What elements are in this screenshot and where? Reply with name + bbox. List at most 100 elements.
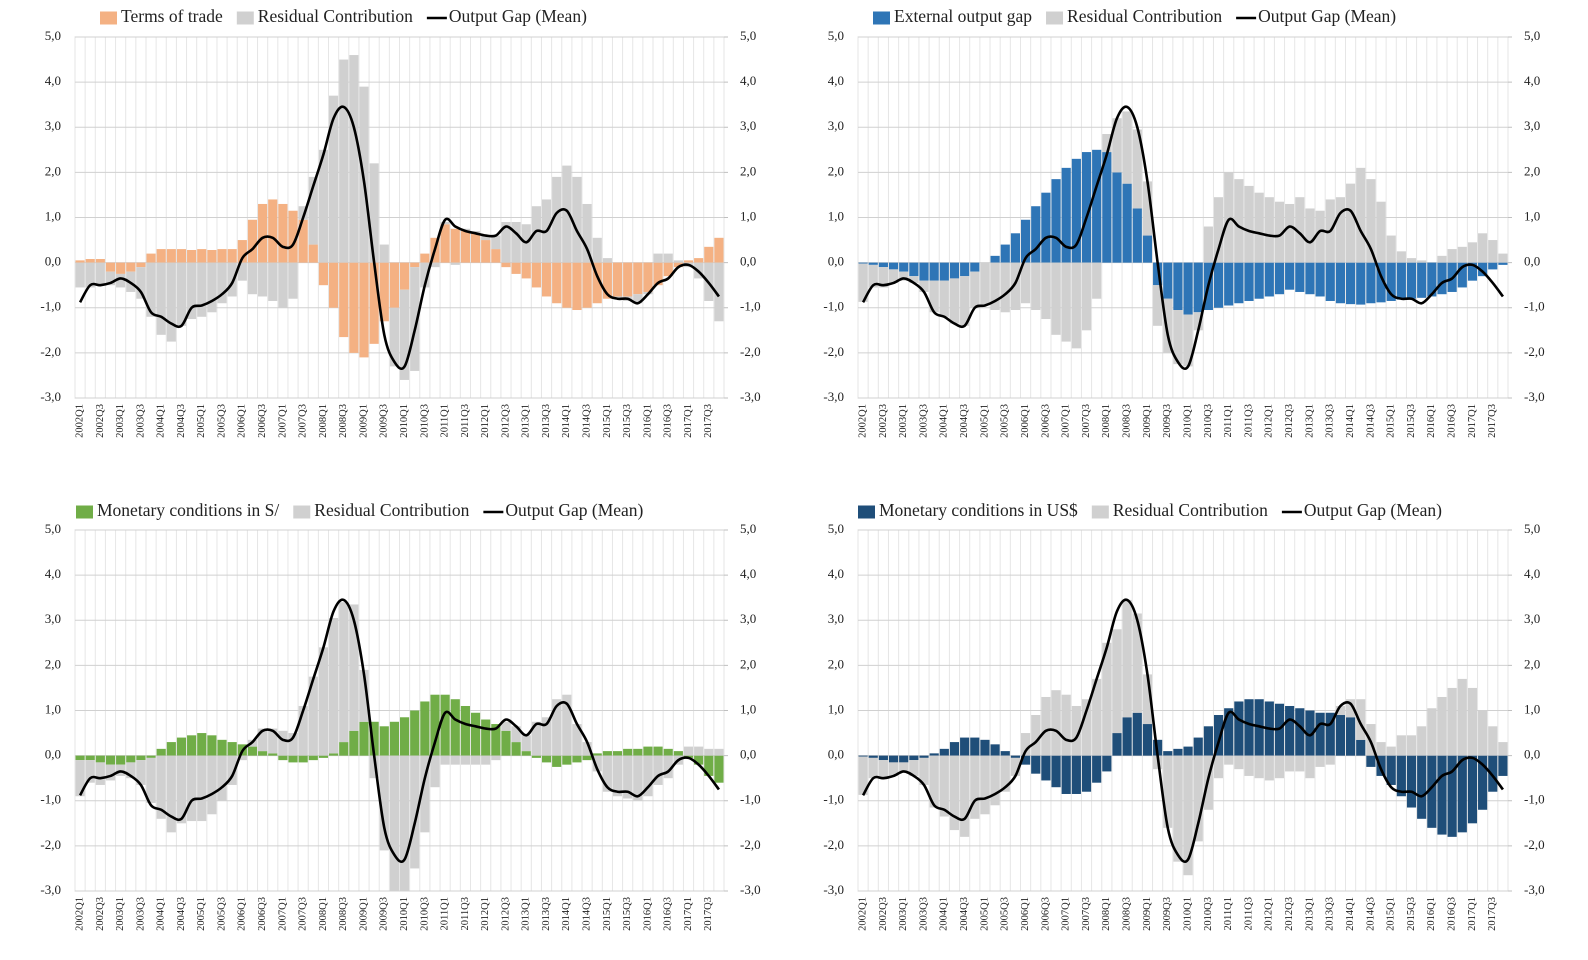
bar: [450, 262, 460, 265]
bar: [1122, 183, 1132, 263]
bar: [1102, 755, 1112, 772]
bar: [949, 262, 960, 279]
y-tick-label: 1,0: [45, 701, 61, 716]
y2-tick-label: 1,0: [740, 701, 756, 716]
bar: [1092, 755, 1102, 783]
legend-swatch: [873, 11, 890, 25]
bar: [359, 669, 369, 722]
bar: [1051, 755, 1061, 788]
bar: [1021, 755, 1031, 765]
x-tick-label: 2014Q1: [1345, 404, 1356, 438]
x-tick-label: 2014Q3: [582, 897, 593, 931]
x-tick-label: 2004Q1: [939, 404, 950, 438]
bar: [1295, 708, 1305, 756]
bar: [329, 617, 339, 754]
bar: [1457, 755, 1467, 833]
bar: [126, 762, 136, 779]
bar: [1021, 733, 1031, 756]
bar: [612, 262, 623, 297]
legend-label: Output Gap (Mean): [1258, 6, 1396, 26]
bar: [1234, 262, 1244, 304]
bar: [980, 755, 990, 815]
bar: [1325, 262, 1335, 301]
y2-tick-label: -1,0: [740, 299, 761, 314]
bar: [582, 203, 592, 263]
bar: [217, 739, 227, 756]
bar: [1153, 262, 1163, 286]
bar: [1437, 262, 1447, 295]
bar: [1132, 712, 1142, 756]
bar: [714, 748, 724, 756]
bar: [1213, 197, 1224, 263]
y-tick-label: 5,0: [45, 521, 61, 536]
bar: [268, 262, 278, 301]
bar: [146, 262, 156, 317]
bar: [187, 262, 197, 320]
bar: [1356, 699, 1366, 740]
bar: [1305, 710, 1315, 756]
x-tick-label: 2004Q1: [156, 897, 167, 931]
bar: [960, 276, 970, 326]
bar: [1356, 262, 1366, 305]
bar: [1122, 599, 1132, 718]
bar: [704, 748, 714, 756]
x-tick-label: 2017Q1: [1467, 897, 1478, 931]
bar: [339, 602, 349, 743]
y-tick-label: 1,0: [828, 208, 844, 223]
bar: [714, 755, 724, 783]
y-tick-label: 5,0: [828, 28, 844, 43]
y-tick-label: -1,0: [823, 792, 844, 807]
bar: [683, 746, 694, 756]
x-tick-label: 2017Q3: [703, 404, 714, 438]
x-tick-label: 2003Q3: [918, 897, 929, 931]
bar: [258, 751, 268, 756]
bar: [1244, 185, 1254, 263]
bar: [1305, 262, 1315, 295]
bar: [1285, 755, 1295, 772]
x-tick-label: 2006Q3: [1040, 897, 1051, 931]
bar: [980, 262, 990, 306]
bar: [541, 717, 552, 756]
bar: [1467, 262, 1478, 281]
x-tick-label: 2010Q1: [1182, 404, 1193, 438]
bar: [623, 748, 633, 756]
legend-swatch: [293, 505, 311, 519]
panel: -3,0 -2,0 -1,0 0,0 1,0 2,0 3,0 4,0 5,0 -3,0 -2,0 -1…: [823, 6, 1544, 438]
y-tick-label: 0,0: [45, 254, 61, 269]
bar: [1051, 262, 1061, 335]
x-tick-label: 2016Q3: [663, 897, 674, 931]
x-tick-label: 2008Q3: [338, 897, 349, 931]
bar: [258, 203, 268, 263]
y2-tick-label: 5,0: [740, 521, 756, 536]
bar: [1092, 262, 1102, 299]
x-tick-label: 2010Q1: [399, 404, 410, 438]
bar: [858, 263, 868, 302]
x-tick-label: 2011Q3: [1243, 897, 1254, 930]
bar: [511, 262, 521, 274]
legend-swatch: [1091, 505, 1109, 519]
bar: [187, 735, 197, 756]
bar: [623, 262, 633, 297]
bar: [1112, 733, 1122, 756]
bar: [592, 237, 602, 263]
bar: [1467, 687, 1478, 756]
bar: [460, 755, 470, 765]
bar: [75, 262, 85, 288]
y2-tick-label: -3,0: [740, 389, 761, 404]
bar: [491, 755, 501, 761]
bar: [298, 206, 308, 220]
y2-tick-label: -3,0: [740, 882, 761, 897]
bar: [136, 755, 146, 761]
bar: [633, 748, 643, 756]
x-tick-label: 2017Q3: [1487, 404, 1498, 438]
y-tick-label: -3,0: [40, 882, 61, 897]
bar: [318, 647, 329, 756]
bar: [1193, 755, 1203, 842]
x-tick-label: 2013Q3: [541, 404, 552, 438]
bar: [197, 262, 207, 317]
x-tick-label: 2007Q3: [298, 897, 309, 931]
legend-swatch: [100, 11, 117, 25]
bar: [420, 253, 430, 263]
bar: [868, 755, 878, 758]
